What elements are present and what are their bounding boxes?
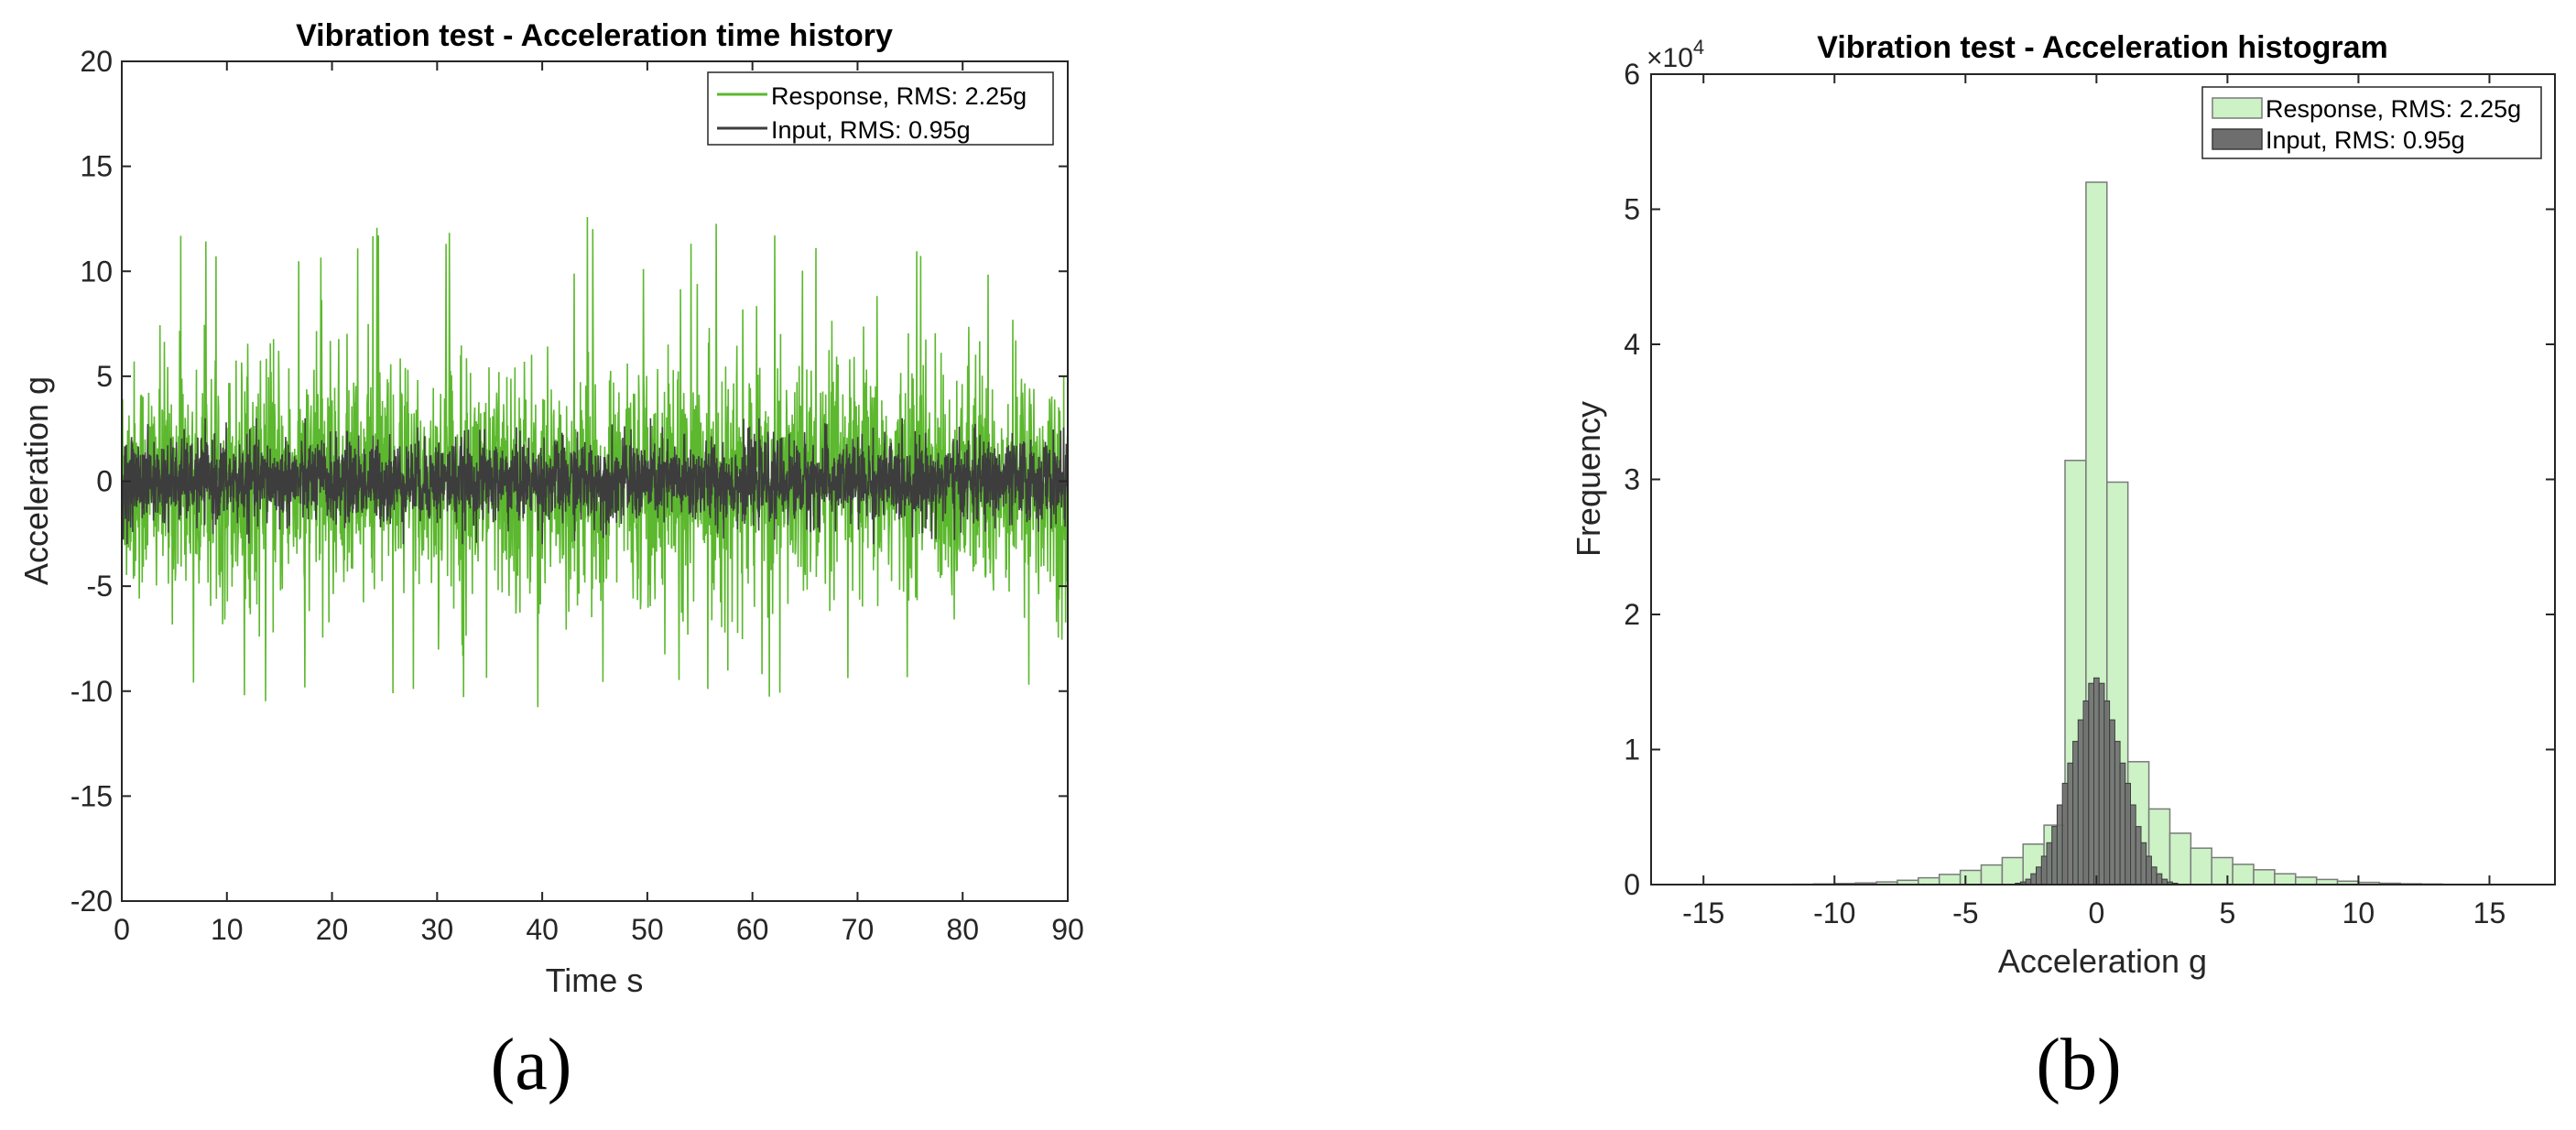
x-tick-label: 70 — [842, 913, 875, 946]
histogram-bar-input — [2046, 842, 2053, 886]
histogram-bar-response — [2211, 856, 2234, 886]
histogram-bar-input — [2135, 826, 2142, 886]
x-tick-label: -10 — [1813, 896, 1855, 929]
histogram-bar-response — [1918, 876, 1940, 886]
histogram-bar-response — [2190, 847, 2212, 886]
histogram-bar-response — [2168, 832, 2192, 886]
chart-title: Vibration test - Acceleration time histo… — [296, 18, 893, 53]
legend-entry-response: Response, RMS: 2.25g — [771, 82, 1027, 110]
histogram-bar-input — [2103, 700, 2111, 886]
histogram-bar-response — [2001, 856, 2025, 886]
y-tick-label: -20 — [71, 885, 113, 918]
histogram-bar-input — [2056, 804, 2063, 886]
x-tick-label: 5 — [2219, 896, 2235, 929]
x-tick-label: 80 — [946, 913, 979, 946]
legend: Response, RMS: 2.25g Input, RMS: 0.95g — [707, 71, 1054, 146]
legend-swatch-response — [2212, 97, 2263, 119]
histogram-bar-response — [1959, 869, 1983, 886]
x-axis-label: Acceleration g — [1998, 942, 2207, 980]
histogram-bar-input — [2072, 741, 2079, 886]
histogram-bar-input — [2098, 682, 2105, 886]
x-tick-label: 30 — [421, 913, 454, 946]
histogram-bar-input — [2125, 782, 2132, 886]
histogram-bar-response — [2253, 869, 2276, 886]
histogram-bar-input — [2067, 762, 2074, 886]
histogram-bar-input — [2150, 866, 2158, 886]
x-tick-label: 40 — [526, 913, 559, 946]
histogram-chart: -15 -10 -5 0 5 10 15 0 1 2 3 4 5 6 Vibration test - A… — [1570, 30, 2556, 980]
legend-entry-response: Response, RMS: 2.25g — [2266, 95, 2521, 123]
x-tick-label: 20 — [316, 913, 349, 946]
x-tick-label: 0 — [2088, 896, 2104, 929]
y-tick-label: 5 — [1624, 193, 1640, 226]
y-tick-label: 10 — [80, 255, 113, 288]
histogram-bar-input — [2130, 804, 2136, 886]
legend: Response, RMS: 2.25g Input, RMS: 0.95g — [2201, 86, 2542, 159]
histogram-bar-input — [2077, 719, 2084, 886]
histogram-bar-input — [2114, 741, 2121, 886]
y-tick-label: 0 — [1624, 868, 1640, 901]
time-history-chart: 0 10 20 30 40 50 60 70 80 90 -20 -15 -10 -5 0 5 10 15 20 V… — [17, 18, 1084, 999]
histogram-bar-input — [2040, 855, 2048, 886]
y-tick-label: 15 — [80, 150, 113, 183]
panel-caption-b: (b) — [2036, 1025, 2122, 1105]
y-exponent-base: ×10 — [1647, 43, 1693, 73]
histogram-bar-input — [2051, 826, 2058, 886]
histogram-bar-input — [2119, 762, 2126, 886]
y-exponent-label: ×104 — [1647, 36, 1704, 73]
histogram-bar-input — [2156, 873, 2163, 886]
chart-title: Vibration test - Acceleration histogram — [1817, 30, 2387, 65]
series-line-input — [122, 418, 1068, 545]
y-tick-label: 3 — [1624, 463, 1640, 496]
histogram-bar-input — [2061, 782, 2069, 886]
histogram-bar-response — [2274, 873, 2297, 886]
y-tick-label: 0 — [96, 465, 113, 498]
y-tick-label: 20 — [80, 45, 113, 78]
histogram-bar-input — [2036, 866, 2042, 886]
y-tick-label: -5 — [87, 570, 113, 603]
x-tick-label: 50 — [631, 913, 664, 946]
histogram-bar-input — [2093, 677, 2100, 886]
histogram-bar-input — [2030, 873, 2038, 886]
histogram-bar-response — [2295, 876, 2318, 886]
x-tick-label: 10 — [2342, 896, 2375, 929]
y-exponent-power: 4 — [1693, 36, 1704, 59]
y-tick-label: 6 — [1624, 58, 1640, 91]
histogram-bar-response — [1938, 874, 1962, 886]
histogram-bar-response — [2232, 864, 2255, 886]
legend-swatch-input — [2212, 128, 2263, 150]
histogram-bar-input — [2140, 842, 2147, 886]
y-tick-label: -10 — [71, 675, 113, 708]
histogram-bar-response — [1980, 864, 2004, 886]
histogram-bar-input — [2109, 719, 2115, 886]
histogram-bar-input — [2088, 682, 2095, 886]
y-tick-label: 2 — [1624, 598, 1640, 631]
legend-entry-input: Input, RMS: 0.95g — [2266, 126, 2465, 154]
x-tick-label: 10 — [211, 913, 244, 946]
y-tick-label: 5 — [96, 360, 113, 393]
x-tick-label: -15 — [1682, 896, 1724, 929]
x-tick-label: 15 — [2473, 896, 2506, 929]
legend-entry-input: Input, RMS: 0.95g — [771, 116, 971, 144]
x-axis-label: Time s — [546, 962, 644, 999]
x-tick-label: 0 — [114, 913, 130, 946]
x-tick-label: 60 — [736, 913, 769, 946]
y-tick-label: 4 — [1624, 328, 1640, 361]
x-tick-label: -5 — [1952, 896, 1978, 929]
y-axis-label: Frequency — [1570, 401, 1607, 557]
y-axis-label: Acceleration g — [17, 376, 55, 585]
histogram-bar-input — [2146, 855, 2152, 886]
y-tick-label: 1 — [1624, 733, 1640, 766]
y-tick-label: -15 — [71, 779, 113, 812]
legend-box — [707, 71, 1054, 146]
histogram-bar-input — [2082, 700, 2090, 886]
x-tick-label: 90 — [1051, 913, 1084, 946]
panel-caption-a: (a) — [490, 1025, 572, 1105]
